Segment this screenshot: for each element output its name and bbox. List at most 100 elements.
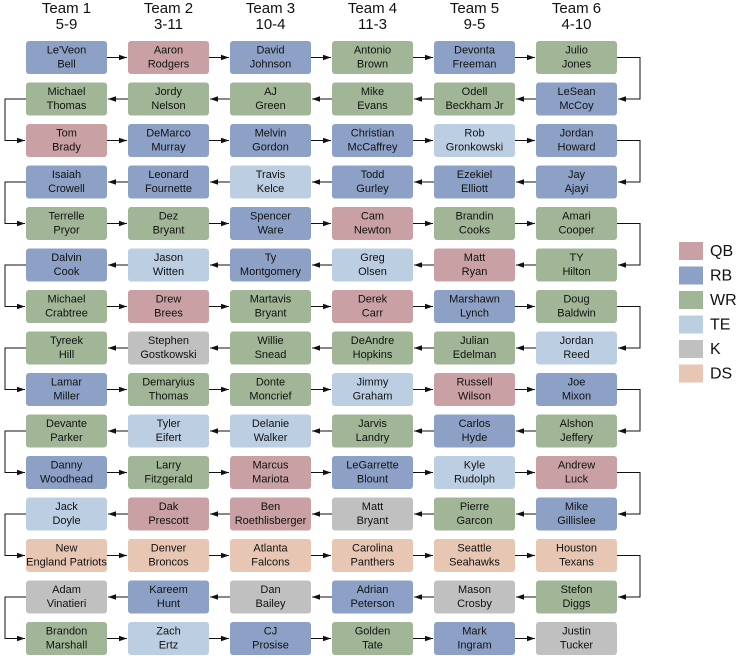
player-name: Panthers [350,556,395,568]
pick-cell [536,124,617,157]
pick-cell [434,497,515,531]
player-name: Crosby [457,598,492,610]
turn-arrow [4,181,26,227]
team-name: Team 2 [144,0,193,17]
team-name: Team 6 [552,0,601,17]
player-name: Brees [154,307,183,319]
legend-label: DS [710,366,732,383]
team-name: Team 3 [246,0,295,17]
player-name: Crowell [48,183,85,195]
pick-cell [128,41,209,74]
player-name: Gostkowski [140,349,196,361]
player-name: Parker [50,432,83,444]
turn-arrow [4,430,26,476]
pick-cell [434,373,515,406]
player-name: Demaryius [142,376,195,388]
player-name: Matt [362,501,383,513]
player-name: Le'Veon [47,44,86,56]
pick-cell [332,290,413,323]
player-name: Olsen [358,266,387,278]
team-name: Team 1 [42,0,91,17]
player-name: Golden [355,625,390,637]
player-name: DeMarco [146,127,191,139]
player-name: Jimmy [357,376,389,388]
pick-cell [536,414,617,448]
legend-swatch [679,266,703,285]
player-name: Ezekiel [457,169,492,181]
player-name: Evans [357,100,388,112]
pick-cell [332,414,413,448]
pick-cell [230,248,311,282]
pick-cell [536,248,617,282]
pick-cell [434,165,515,199]
pick-cell [230,331,311,365]
pick-cell [26,82,107,116]
player-name: Cook [54,266,80,278]
pick-cell [230,124,311,157]
player-name: Michael [48,293,86,305]
pick-cell [26,539,107,572]
player-name: Danny [51,459,83,471]
player-name: Brown [357,58,388,70]
player-name: Tucker [560,639,594,651]
pick-cell [230,539,311,572]
turn-arrow [4,98,26,144]
pick-cell [332,248,413,282]
player-name: Marcus [252,459,289,471]
player-name: Terrelle [48,210,84,222]
pick-cell [536,539,617,572]
pick-cell [536,622,617,655]
pick-cell [230,622,311,655]
team-record: 11-3 [358,16,387,33]
pick-cell [434,539,515,572]
pick-cell [332,124,413,157]
pick-cell [332,622,413,655]
pick-cell [434,456,515,489]
player-name: Bailey [256,598,286,610]
pick-cell [332,165,413,199]
player-name: Marshawn [449,293,500,305]
player-name: Donte [256,376,285,388]
pick-cell [332,41,413,74]
pick-cell [536,41,617,74]
turn-arrow [4,513,26,559]
legend-label: K [710,341,721,358]
player-name: Mixon [562,390,591,402]
player-name: Christian [351,127,394,139]
pick-cell [536,580,617,614]
pick-cell [536,497,617,531]
player-name: Jones [562,58,592,70]
turn-arrow [4,596,26,642]
player-name: Hilton [562,266,590,278]
player-name: Tate [362,639,383,651]
player-name: Denver [151,542,187,554]
player-name: Pierre [460,501,489,513]
player-name: Ben [261,501,281,513]
player-name: Dez [159,210,179,222]
player-name: Tyreek [50,335,84,347]
pick-cell [332,331,413,365]
player-name: Landry [356,432,390,444]
pick-cell [128,207,209,240]
player-name: Hopkins [353,349,393,361]
pick-cell [26,331,107,365]
pick-cell [434,331,515,365]
player-name: Jordan [560,335,594,347]
player-name: Justin [562,625,591,637]
player-name: Fitzgerald [144,473,192,485]
pick-cell [332,456,413,489]
pick-cell [434,124,515,157]
pick-cell [128,497,209,531]
player-name: Stephen [148,335,189,347]
player-name: Johnson [250,58,292,70]
player-name: Julian [460,335,489,347]
player-name: Prescott [148,515,188,527]
player-name: Kyle [464,459,485,471]
player-name: Aaron [154,44,183,56]
legend-label: RB [710,268,732,285]
pick-cell [332,373,413,406]
player-name: AJ [264,86,277,98]
player-name: Rodgers [148,58,190,70]
legend-swatch [679,315,703,334]
